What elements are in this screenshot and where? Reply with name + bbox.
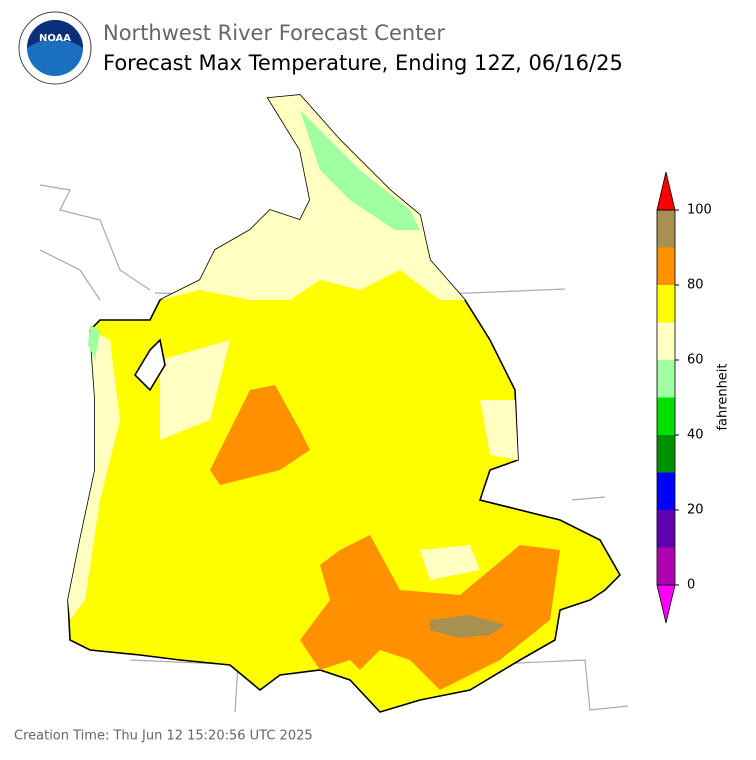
colorbar-segment <box>657 510 675 548</box>
colorbar-over <box>656 171 676 211</box>
colorbar-segment <box>657 360 675 398</box>
colorbar-tick-label: 80 <box>687 278 704 293</box>
logo-text: NOAA <box>39 33 71 44</box>
colorbar-tick-label: 60 <box>687 353 704 368</box>
logo: NOAA <box>18 11 92 85</box>
creation-time: Creation Time: Thu Jun 12 15:20:56 UTC 2… <box>14 729 313 744</box>
map <box>39 94 629 713</box>
colorbar-segment <box>657 210 675 248</box>
colorbar-under <box>656 584 676 624</box>
agency: Northwest River Forecast Center <box>103 21 445 45</box>
colorbar-frame <box>656 209 676 586</box>
title: Forecast Max Temperature, Ending 12Z, 06… <box>103 51 623 75</box>
colorbar-tick-label: 100 <box>687 203 712 218</box>
colorbar-tick-label: 0 <box>687 578 695 593</box>
colorbar: fahrenheit 0 20 40 60 80 100 <box>656 171 731 624</box>
colorbar-segment <box>657 285 675 323</box>
colorbar-label: fahrenheit <box>716 363 731 430</box>
colorbar-segment <box>657 397 675 435</box>
colorbar-segment <box>657 547 675 585</box>
colorbar-segment <box>657 247 675 285</box>
colorbar-segment <box>657 322 675 360</box>
colorbar-tick-label: 20 <box>687 503 704 518</box>
colorbar-segment <box>657 472 675 510</box>
colorbar-tick-label: 40 <box>687 428 704 443</box>
colorbar-segment <box>657 435 675 473</box>
